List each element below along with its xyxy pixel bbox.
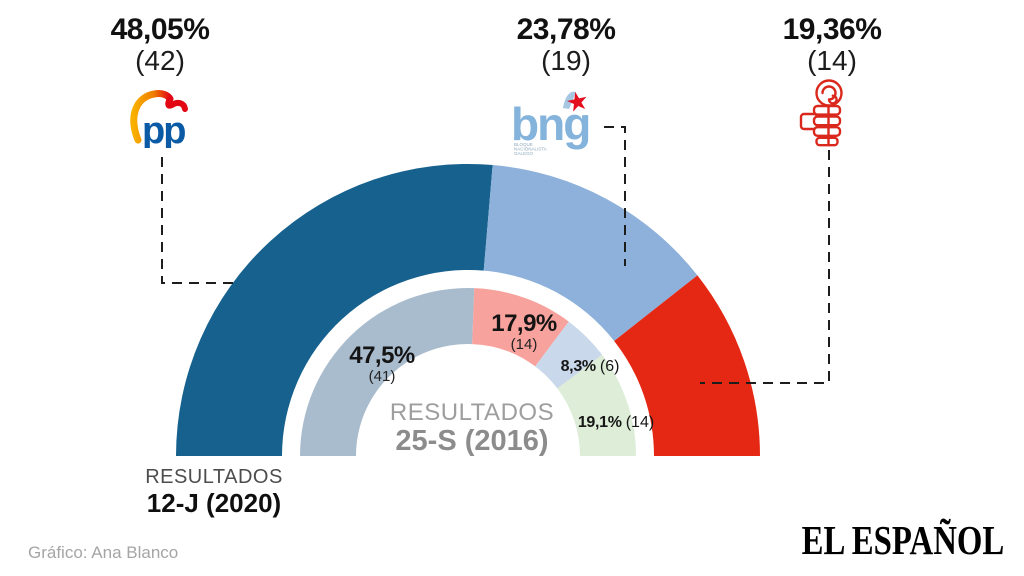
psoe-rose-outer [815,79,843,107]
arc-2016-segment-0 [300,288,475,456]
psoe-finger-1 [812,104,842,116]
callout-psoe: 19,36% (14) [747,14,917,76]
el-espanol-logo: EL ESPAÑOL [801,517,1004,563]
bng-logo-icon: ★ bng BLOQUE NACIONALISTA GALEGO [511,84,592,156]
caption-2016-line1: RESULTADOS [389,399,555,426]
callout-pp: 48,05% (42) [75,14,245,76]
leader-line-psoe [700,150,830,384]
seg-2016-green-seats: (14) [625,414,655,431]
seg-2016-blue-pct: 8,3% [560,358,597,375]
seg-2016-pp-seats: (41) [368,368,396,385]
callout-bng: 23,78% (19) [481,14,651,76]
pp-percent-label: 48,05% [110,13,210,46]
seg-2016-blue-seats: (6) [599,358,620,375]
bng-subtext-2: NACIONALISTA [514,147,547,152]
leader-line-bng [604,126,626,266]
caption-2020-line1: RESULTADOS [145,466,283,488]
psoe-finger-3 [812,126,842,138]
seg-2016-pink-pct: 17,9% [491,310,557,337]
leader-line-pp [161,157,238,284]
psoe-finger-4 [815,136,839,147]
bng-subtext-3: GALEGO [514,151,534,156]
psoe-logo-icon [799,79,843,147]
caption-2020-line2: 12-J (2020) [146,488,282,518]
caption-2020: RESULTADOS 12-J (2020) [145,465,283,519]
seg-label-2016-pink: 17,9% (14) [491,312,557,354]
pp-seats-label: (42) [135,44,185,76]
pp-logo-icon: pp [130,90,188,148]
seg-2016-green-pct: 19,1% [577,414,622,431]
bng-percent-label: 23,78% [516,13,616,46]
graphic-credit: Gráfico: Ana Blanco [28,543,179,562]
arc-2020-segment-BNG [483,165,698,341]
bng-subtext-1: BLOQUE [514,142,533,147]
seg-label-2016-blue: 8,3% (6) [561,358,620,376]
seg-label-2016-pp: 47,5% (41) [349,344,415,386]
psoe-finger-2 [812,115,842,127]
arc-2020-segment-PSOE [614,275,760,456]
bng-wave-shape [563,91,576,109]
pp-logo-text: pp [142,110,185,148]
psoe-rose-spiral [821,85,838,105]
caption-2016: RESULTADOS 25-S (2016) [389,399,555,458]
bng-seats-label: (19) [541,44,591,76]
arc-2016-segment-2 [535,321,603,389]
seg-2016-pink-seats: (14) [510,336,538,353]
seg-label-2016-green: 19,1% (14) [578,414,654,432]
pp-swoosh-left [130,90,174,144]
psoe-percent-label: 19,36% [782,13,882,46]
arc-2016-segment-1 [472,288,569,367]
arc-2020-segment-PP [176,163,493,456]
seg-2016-pp-pct: 47,5% [349,342,415,369]
caption-2016-line2: 25-S (2016) [395,425,549,458]
pp-swoosh-right [165,96,188,112]
bng-logo-text: bng [511,98,589,150]
arc-2016-segment-3 [557,354,636,456]
psoe-seats-label: (14) [807,44,857,76]
